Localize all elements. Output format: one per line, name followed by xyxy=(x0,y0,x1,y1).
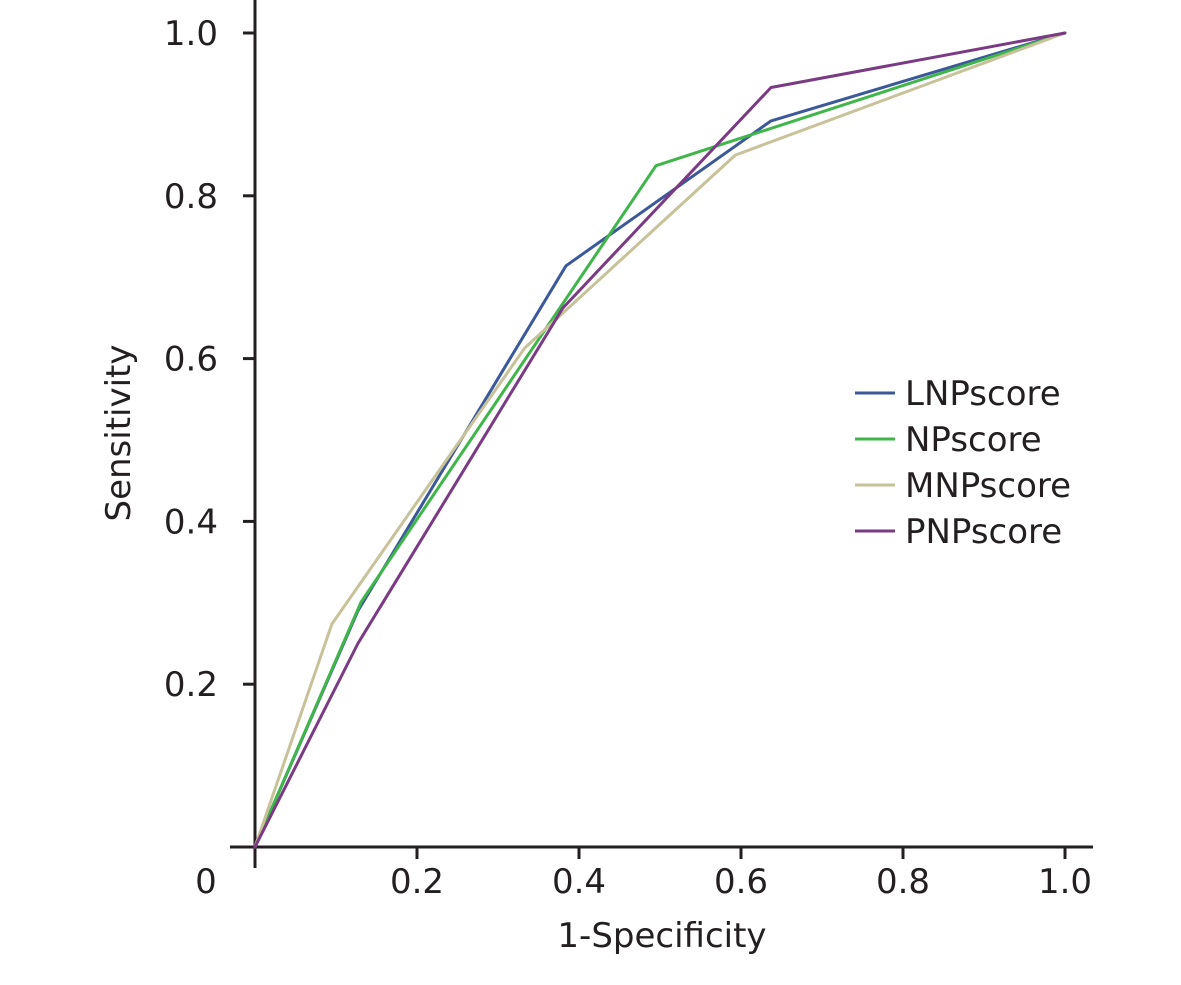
x-axis-title: 1-Specificity xyxy=(557,916,766,956)
series-line-pnpscore xyxy=(253,31,1067,849)
x-tick-label: 0.6 xyxy=(714,862,768,902)
legend: LNPscore NPscore MNPscore PNPscore xyxy=(855,374,1071,552)
x-tick-label: 0.2 xyxy=(390,862,444,902)
legend-label: MNPscore xyxy=(905,466,1071,506)
x-tick-label: 0.8 xyxy=(876,862,930,902)
y-tick-label: 1.0 xyxy=(164,14,218,54)
legend-label: PNPscore xyxy=(905,512,1062,552)
origin-label: 0 xyxy=(195,862,217,902)
series-line-mnpscore xyxy=(253,31,1067,849)
y-tick-label: 0.6 xyxy=(164,340,218,380)
y-tick-label: 0.4 xyxy=(164,502,218,542)
series-lines xyxy=(253,31,1067,849)
series-line-npscore xyxy=(253,31,1067,849)
x-tick-label: 0.4 xyxy=(552,862,606,902)
x-tick-label: 1.0 xyxy=(1038,862,1092,902)
y-axis-title: Sensitivity xyxy=(99,344,139,521)
y-tick-label: 0.2 xyxy=(164,665,218,705)
y-tick-label: 0.8 xyxy=(164,177,218,217)
legend-label: NPscore xyxy=(905,420,1042,460)
axes: 0.2 0.4 0.6 0.8 1.0 0.2 0.4 0.6 0.8 1.0 xyxy=(164,0,1093,902)
legend-label: LNPscore xyxy=(905,374,1061,414)
